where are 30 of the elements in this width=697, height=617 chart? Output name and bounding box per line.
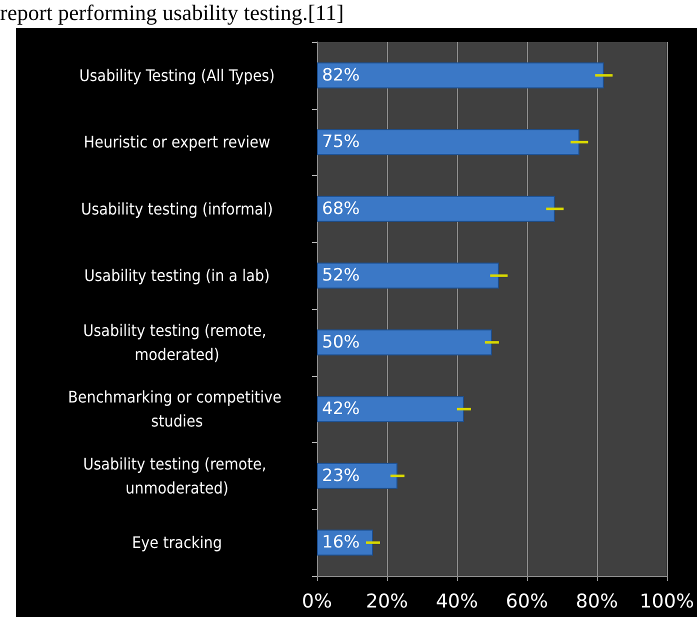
x-tick-label: 0% (302, 590, 332, 612)
bar (317, 396, 464, 422)
y-tick-label: Usability testing (in a lab) (84, 266, 270, 286)
bar (317, 462, 398, 489)
y-tick-label: Usability Testing (All Types) (79, 66, 275, 85)
data-label: 82% (322, 65, 360, 86)
x-tick-label: 100% (640, 590, 694, 612)
data-label: 75% (322, 132, 360, 152)
data-label: 52% (322, 266, 360, 286)
x-tick-label: 80% (576, 590, 618, 612)
data-label: 16% (322, 532, 360, 553)
y-tick-label: Usability testing (informal) (81, 199, 273, 218)
data-label: 68% (322, 198, 360, 219)
bar (317, 262, 499, 289)
y-tick-label: Benchmarking or competitive studies (68, 388, 286, 431)
y-tick-label: Heuristic or expert review (84, 132, 270, 152)
data-label: 23% (322, 466, 360, 486)
x-tick-label: 40% (436, 590, 478, 612)
y-tick-label: Usability testing (remote, moderated) (83, 320, 271, 364)
chart-title: report performing usability testing.[11] (0, 0, 345, 26)
y-tick-label: Eye tracking (132, 533, 222, 552)
x-tick-label: 60% (506, 590, 548, 612)
y-tick-label: Usability testing (remote, unmoderated) (83, 454, 271, 498)
bar (317, 329, 492, 356)
data-label: 42% (322, 399, 360, 420)
data-label: 50% (322, 332, 360, 352)
bar (317, 129, 580, 156)
bar (317, 196, 555, 222)
x-tick-label: 20% (366, 590, 408, 612)
bar (317, 62, 604, 88)
